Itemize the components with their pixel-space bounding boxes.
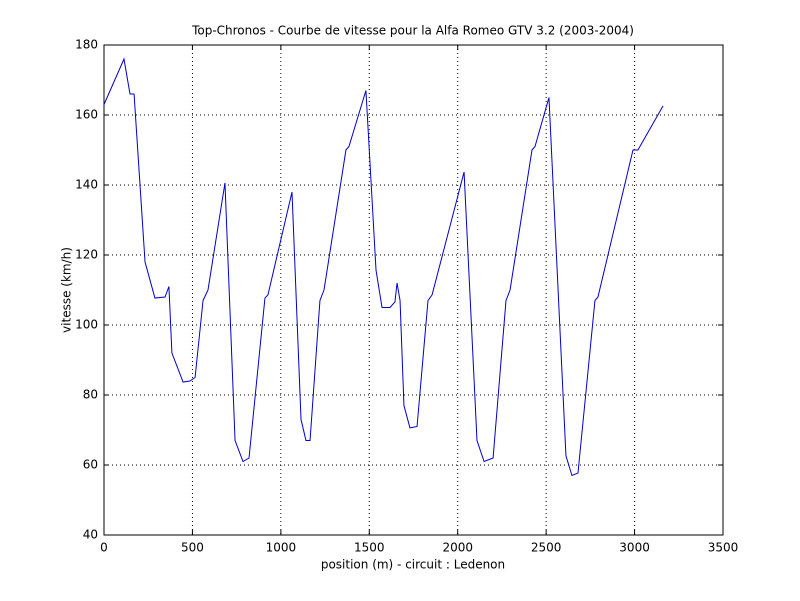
x-tick-label: 1000: [266, 541, 297, 555]
x-tick-label: 1500: [354, 541, 385, 555]
speed-line: [103, 57, 664, 477]
x-axis-label: position (m) - circuit : Ledenon: [321, 558, 505, 572]
x-tick-label: 500: [181, 541, 204, 555]
y-tick-label: 60: [83, 458, 98, 472]
x-tick-label: 0: [100, 541, 108, 555]
x-tick-label: 3500: [708, 541, 739, 555]
x-tick-label: 2000: [442, 541, 473, 555]
y-tick-label: 160: [75, 108, 98, 122]
y-tick-label: 180: [75, 38, 98, 52]
y-tick-label: 80: [83, 388, 98, 402]
x-tick-label: 2500: [531, 541, 562, 555]
y-tick-label: 100: [75, 318, 98, 332]
y-axis-label: vitesse (km/h): [60, 247, 74, 333]
y-tick-label: 120: [75, 248, 98, 262]
x-tick-label: 3000: [619, 541, 650, 555]
plot-area: [103, 44, 724, 536]
chart-title: Top-Chronos - Courbe de vitesse pour la …: [191, 24, 634, 38]
y-tick-label: 40: [83, 528, 98, 542]
y-tick-label: 140: [75, 178, 98, 192]
